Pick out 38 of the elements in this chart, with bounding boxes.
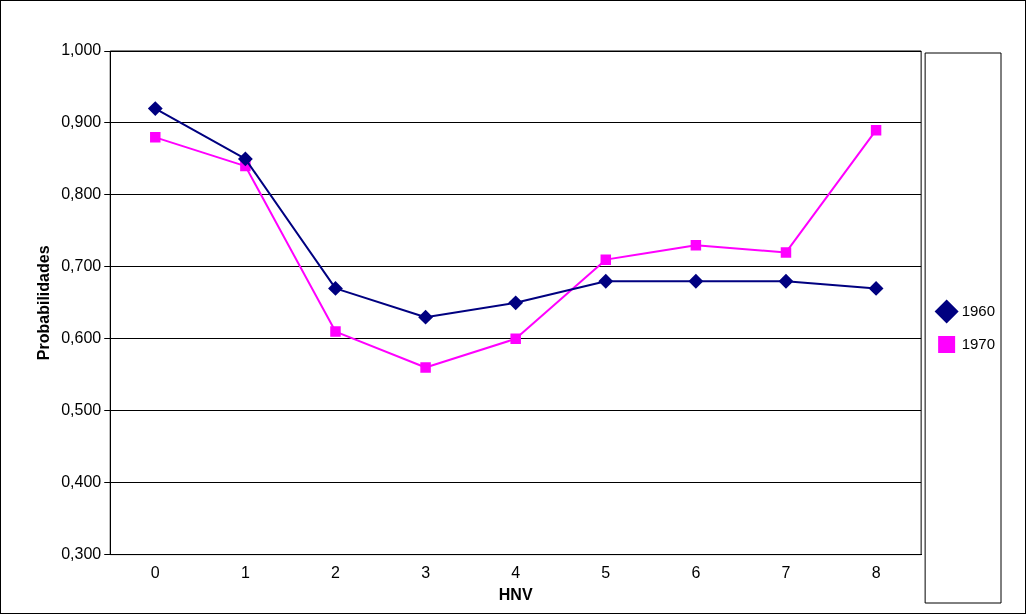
point bbox=[508, 295, 523, 310]
x-tick-label: 5 bbox=[601, 563, 611, 581]
point bbox=[600, 254, 612, 265]
y-tick-label: 0,400 bbox=[61, 473, 102, 491]
legend-label: 1960 bbox=[961, 301, 996, 319]
point bbox=[869, 281, 884, 296]
y-axis-title: Probabilidades bbox=[35, 245, 53, 361]
point bbox=[780, 247, 792, 258]
point bbox=[420, 362, 431, 373]
point bbox=[418, 310, 433, 325]
x-tick-label: 1 bbox=[240, 563, 250, 581]
x-tick-label: 7 bbox=[781, 563, 791, 581]
x-tick-label: 0 bbox=[150, 563, 160, 581]
point bbox=[778, 274, 793, 289]
x-tick-label: 8 bbox=[871, 563, 881, 581]
x-tick-label: 3 bbox=[421, 563, 431, 581]
point bbox=[870, 124, 882, 136]
y-tick-label: 0,300 bbox=[61, 545, 102, 563]
point bbox=[328, 281, 343, 296]
point bbox=[510, 333, 521, 345]
y-tick-label: 0,500 bbox=[61, 401, 102, 419]
point bbox=[690, 240, 702, 251]
y-tick-label: 1,000 bbox=[61, 41, 102, 59]
point bbox=[148, 101, 163, 116]
y-tick-label: 0,600 bbox=[61, 329, 102, 347]
x-tick-label: 4 bbox=[511, 563, 521, 581]
y-tick-label: 0,700 bbox=[61, 257, 102, 275]
point bbox=[238, 151, 253, 166]
y-tick-label: 0,900 bbox=[61, 113, 102, 131]
y-tick-label: 0,800 bbox=[61, 185, 102, 203]
x-tick-label: 2 bbox=[331, 563, 341, 581]
point bbox=[598, 274, 613, 289]
x-axis-title: HNV bbox=[498, 585, 533, 603]
point bbox=[688, 274, 703, 289]
x-tick-label: 6 bbox=[691, 563, 701, 581]
point bbox=[150, 132, 161, 143]
point bbox=[330, 326, 341, 337]
legend-label: 1970 bbox=[961, 334, 996, 352]
